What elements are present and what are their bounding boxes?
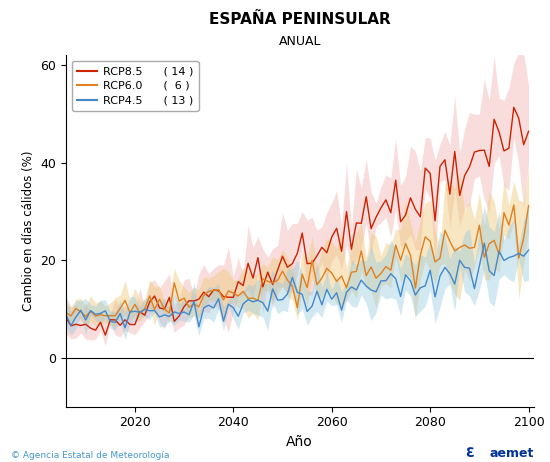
Text: ESPAÑA PENINSULAR: ESPAÑA PENINSULAR <box>209 12 390 27</box>
Y-axis label: Cambio en días cálidos (%): Cambio en días cálidos (%) <box>22 151 35 311</box>
Text: aemet: aemet <box>489 447 534 460</box>
Text: ANUAL: ANUAL <box>278 36 321 49</box>
Text: ℇ: ℇ <box>465 447 472 460</box>
X-axis label: Año: Año <box>287 435 313 449</box>
Text: © Agencia Estatal de Meteorología: © Agencia Estatal de Meteorología <box>11 451 169 460</box>
Legend: RCP8.5      ( 14 ), RCP6.0      (  6 ), RCP4.5      ( 13 ): RCP8.5 ( 14 ), RCP6.0 ( 6 ), RCP4.5 ( 13… <box>72 61 199 111</box>
